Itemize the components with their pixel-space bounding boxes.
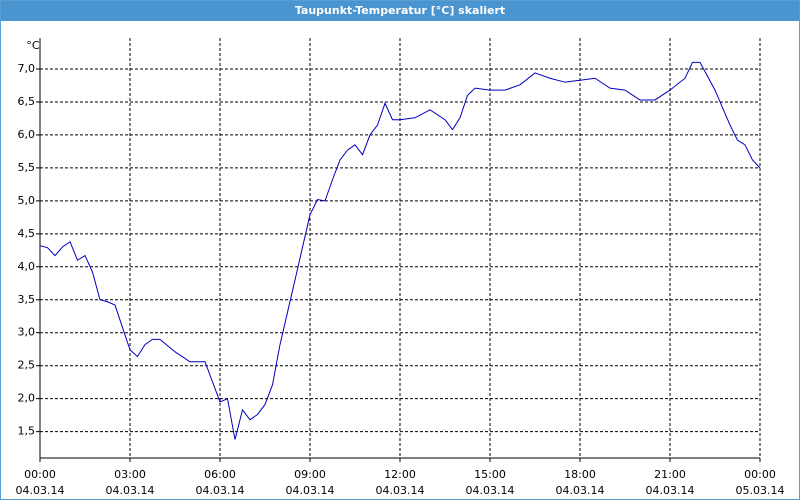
x-tick-date: 04.03.14 [16, 484, 65, 497]
y-tick-label: 4,5 [18, 227, 36, 240]
y-tick-label: 6,0 [18, 128, 36, 141]
y-tick-label: 6,5 [18, 95, 36, 108]
x-tick-date: 04.03.14 [196, 484, 245, 497]
y-tick-label: 3,0 [18, 326, 36, 339]
y-tick-label: 7,0 [18, 62, 36, 75]
y-tick-label: 4,0 [18, 260, 36, 273]
x-tick-label: 18:00 [564, 468, 596, 481]
y-tick-label: 1,5 [18, 425, 36, 438]
x-tick-date: 04.03.14 [376, 484, 425, 497]
y-tick-label: 3,5 [18, 293, 36, 306]
title-bar: Taupunkt-Temperatur [°C] skaliert [1, 1, 799, 21]
x-tick-label: 09:00 [294, 468, 326, 481]
x-tick-label: 00:00 [24, 468, 56, 481]
x-tick-label: 15:00 [474, 468, 506, 481]
x-tick-label: 00:00 [744, 468, 776, 481]
x-tick-date: 04.03.14 [556, 484, 605, 497]
data-line [39, 61, 761, 440]
y-tick-label: 2,5 [18, 359, 36, 372]
x-tick-date: 04.03.14 [466, 484, 515, 497]
y-tick-label: 2,0 [18, 392, 36, 405]
x-tick-label: 06:00 [204, 468, 236, 481]
y-unit: °C [26, 39, 40, 52]
chart: °C 1,5 2,0 2,5 3,0 3,5 4,0 4,5 5,0 5,5 6,0 6,5 7,0 0… [16, 38, 785, 497]
x-tick-date: 04.03.14 [286, 484, 335, 497]
y-tick-label: 5,5 [18, 161, 36, 174]
x-tick-label: 12:00 [384, 468, 416, 481]
x-tick-label: 21:00 [654, 468, 686, 481]
y-tick-label: 5,0 [18, 194, 36, 207]
x-tick-date: 04.03.14 [106, 484, 155, 497]
x-tick-date: 04.03.14 [646, 484, 695, 497]
x-tick-date: 05.03.14 [736, 484, 785, 497]
x-tick-label: 03:00 [114, 468, 146, 481]
